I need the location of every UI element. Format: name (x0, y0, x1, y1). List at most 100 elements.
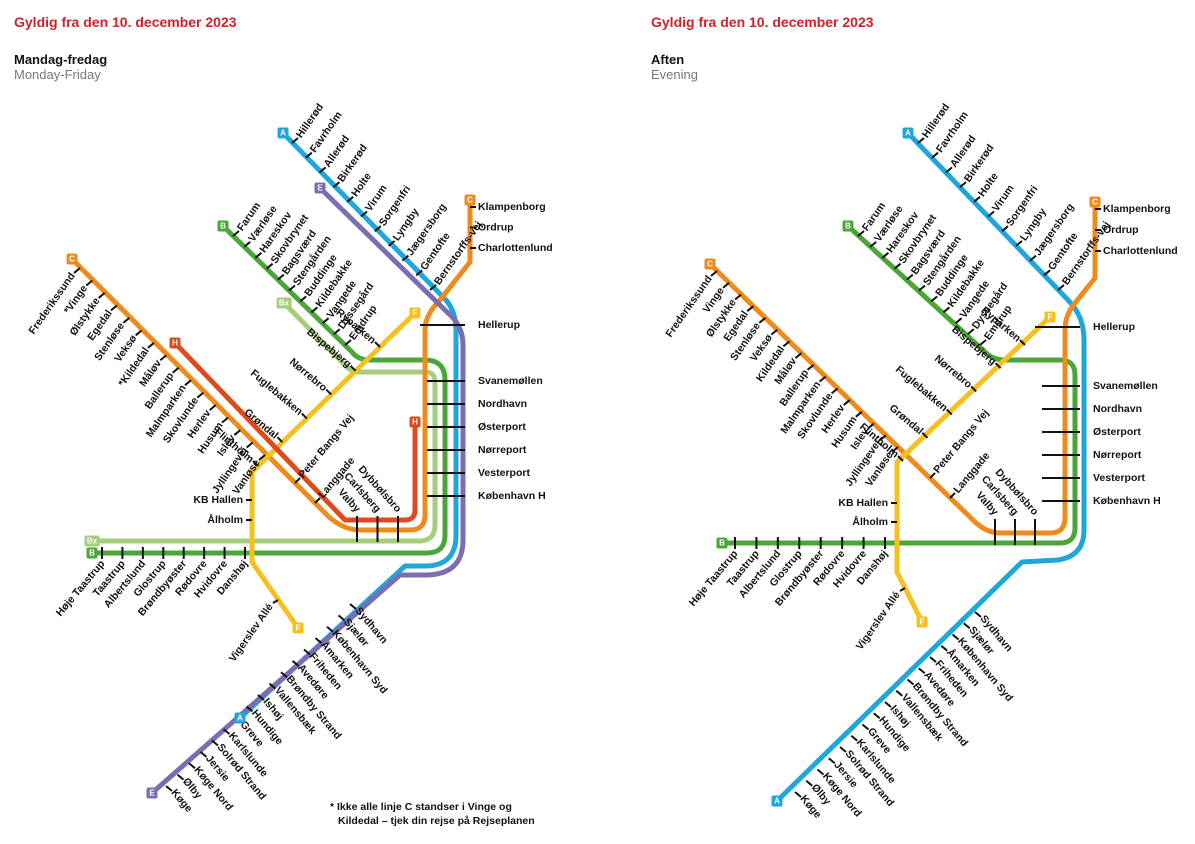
station-tick (291, 660, 300, 667)
line-route (722, 224, 1078, 546)
station-tick (165, 785, 173, 792)
line-badge (916, 616, 928, 628)
station-tick (85, 279, 93, 287)
line-badge (277, 127, 289, 139)
station-label: Fuglebakken (893, 364, 950, 414)
station-tick (967, 328, 975, 335)
station-tick (861, 723, 870, 731)
station-tick (184, 379, 192, 386)
station-tick (305, 151, 313, 159)
line-badge-label: Bx (279, 299, 290, 308)
line-badge-label: A (237, 714, 243, 723)
station-tick (873, 712, 881, 720)
station-tick (265, 262, 274, 270)
station-tick (881, 252, 890, 259)
station-label: Nørreport (478, 444, 527, 456)
station-tick (196, 391, 204, 399)
station-tick (940, 644, 948, 652)
station-tick (110, 304, 118, 312)
line-badge (409, 416, 421, 428)
station-tick (325, 388, 332, 396)
station-tick (349, 603, 357, 610)
station-tick (959, 181, 967, 188)
station-tick (794, 791, 802, 798)
station-tick (782, 340, 791, 348)
station-tick (895, 689, 903, 697)
line-badge (276, 297, 292, 309)
station-label: Vigerslev Allé (227, 601, 276, 664)
line-badge-label: H (172, 339, 178, 348)
line-badge-label: Bx (87, 537, 98, 546)
station-tick (918, 667, 926, 675)
line-badge (704, 258, 716, 270)
station-tick (979, 339, 987, 346)
station-tick (884, 701, 892, 708)
station-tick (272, 599, 279, 604)
station-label: Nordhavn (1093, 403, 1142, 415)
panel-subtitle: Monday-Friday (14, 67, 101, 82)
station-tick (147, 342, 155, 349)
station-tick (929, 656, 937, 663)
station-label: Vesterport (478, 467, 530, 479)
station-tick (232, 230, 240, 237)
station-tick (1057, 284, 1065, 291)
line-badge-label: B (719, 539, 725, 548)
station-tick (951, 633, 960, 641)
station-tick (301, 412, 308, 420)
station-tick (974, 611, 982, 618)
station-tick (899, 587, 906, 592)
station-tick (987, 210, 995, 218)
station-tick (135, 329, 143, 337)
line-badge (169, 337, 181, 349)
station-tick (314, 637, 323, 644)
station-label: Vesterport (1093, 472, 1145, 484)
station-tick (942, 306, 951, 314)
line-badge (1044, 311, 1056, 323)
station-label: Østerport (478, 421, 526, 433)
station-label: Grøndal (887, 402, 926, 437)
station-tick (1001, 225, 1009, 232)
station-tick (946, 408, 953, 416)
footnote: Kildedal – tjek din rejse på Rejseplanen (338, 815, 535, 827)
station-tick (1019, 339, 1026, 346)
station-tick (299, 295, 307, 303)
station-tick (243, 241, 251, 248)
line-route (92, 224, 448, 556)
line-badge-label: F (1048, 313, 1053, 322)
station-tick (973, 196, 981, 203)
panel-title: Mandag-fredag (14, 52, 107, 67)
line-route (708, 202, 1098, 536)
map-panel: Gyldig fra den 10. december 2023 AftenEve… (651, 14, 1178, 821)
line-route (173, 341, 418, 523)
line-badge (84, 535, 100, 547)
station-tick (963, 622, 971, 630)
station-tick (326, 625, 334, 633)
station-tick (333, 328, 341, 335)
station-tick (122, 317, 130, 324)
station-tick (337, 614, 346, 622)
station-tick (816, 768, 825, 776)
station-tick (349, 365, 357, 372)
station-tick (360, 210, 368, 218)
station-tick (929, 472, 936, 479)
station-label: Hellerup (478, 319, 520, 331)
line-badge (842, 220, 854, 232)
station-label: Nørrebro (932, 353, 974, 391)
station-label: København H (1093, 495, 1161, 507)
station-tick (857, 230, 865, 237)
station-label: Nordhavn (478, 398, 527, 410)
station-tick (869, 241, 877, 248)
station-tick (73, 267, 81, 274)
line-route (238, 131, 459, 720)
station-tick (945, 166, 953, 174)
line-route (775, 131, 1087, 803)
line-badge (86, 547, 98, 559)
station-label: Østerport (1093, 426, 1141, 438)
line-route (249, 311, 417, 630)
line-badge-label: A (905, 129, 911, 138)
station-tick (906, 273, 914, 281)
station-tick (734, 293, 742, 301)
station-label: Holte (976, 171, 1001, 200)
station-tick (344, 339, 352, 346)
